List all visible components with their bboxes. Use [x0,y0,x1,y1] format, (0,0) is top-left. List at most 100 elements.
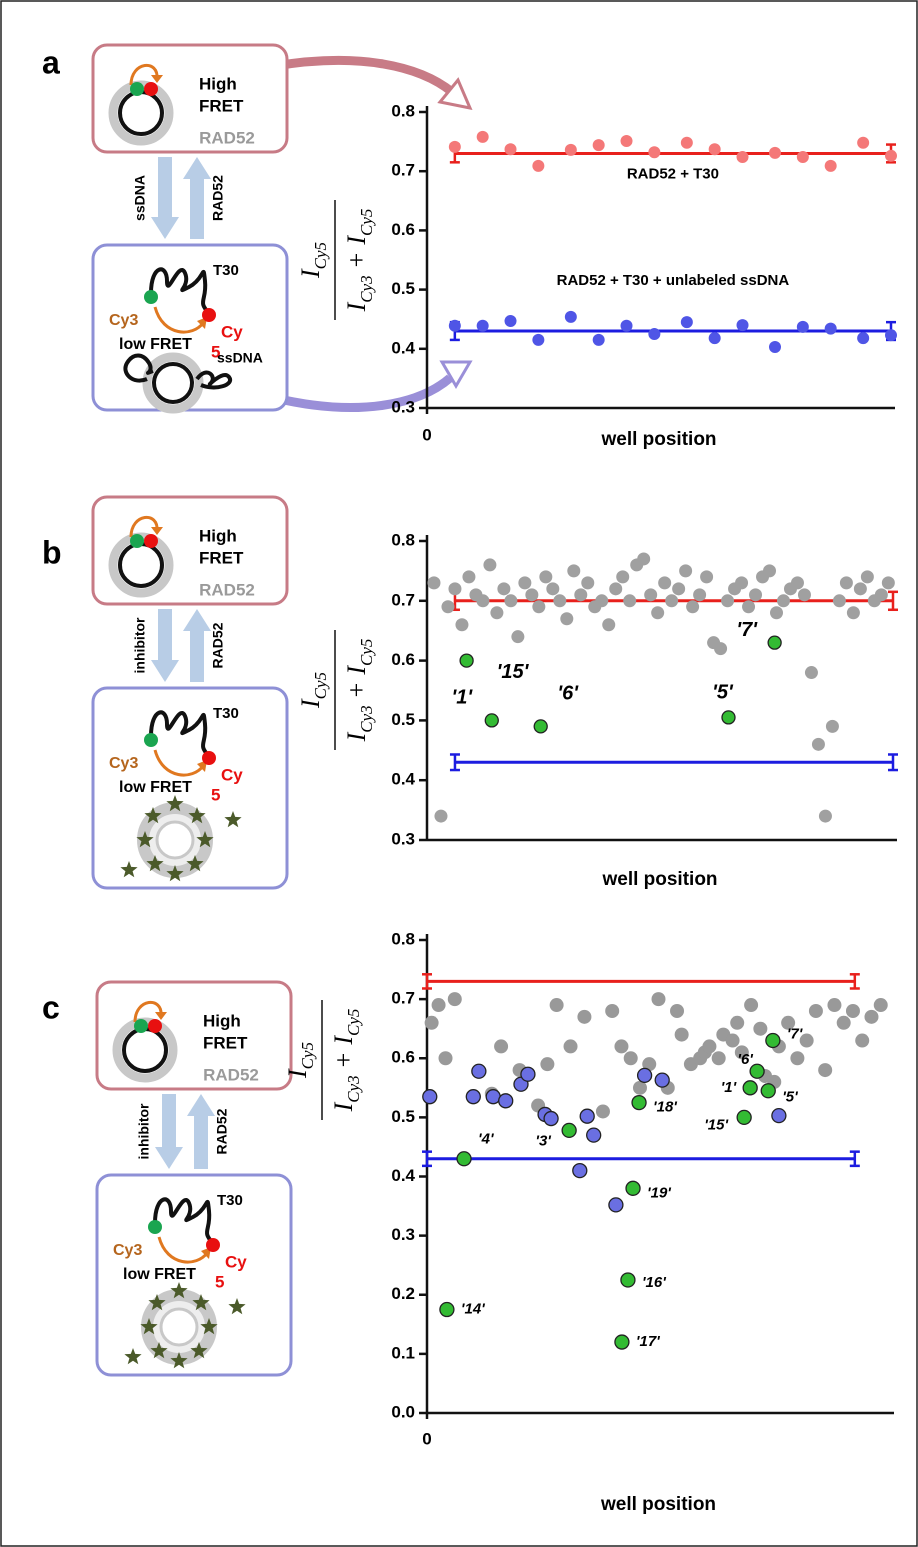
fret-arrowhead [155,1012,167,1020]
y-label-token: I [283,1068,312,1079]
bottom-state: T30 Cy3 Cy5 low FRET [95,1173,293,1377]
data-point [614,1334,630,1350]
state-label: low FRET [119,779,192,796]
donor-dot [130,534,144,548]
data-point [796,320,809,333]
data-point [574,588,588,602]
state-title: High [203,1011,241,1030]
data-point [711,1051,726,1066]
y-label-token: Cy3 [344,1075,363,1102]
point-label: '17' [636,1333,660,1350]
data-point [532,600,546,614]
y-label-part: ICy5 [283,1042,317,1079]
data-point [439,1301,455,1318]
star [186,855,204,872]
data-point [520,1066,536,1082]
data-point [424,1015,439,1030]
fret-arrow [133,1000,163,1023]
data-point [614,1039,629,1054]
acceptor-dot [206,1238,220,1252]
flow-arrows [273,55,473,412]
data-point [771,1107,787,1124]
donor-dot [144,290,158,304]
data-point [873,998,888,1013]
y-label-token: I [329,1101,358,1112]
y-tick-label: 0.4 [391,338,415,357]
y-label-part: ICy5 [296,242,330,279]
y-label-token: Cy3 [357,705,376,732]
data-point [572,1162,588,1179]
panel-label: b [42,534,62,570]
y-label-token: Cy5 [311,242,330,269]
data-point [504,314,517,327]
data-point [609,582,623,596]
point-label: '15' [704,1116,728,1133]
acceptor-dot [202,308,216,322]
star [148,1294,166,1311]
acceptor-dot [202,751,216,765]
data-point [592,333,605,346]
data-point [518,576,532,590]
diagram: High FRET RAD52 ssDNA RAD52 T30 Cy3 Cy5 low FRET… [91,43,289,414]
y-tick-label: 0.7 [391,161,415,180]
y-tick-label: 0.2 [391,1284,415,1303]
data-point [525,588,539,602]
data-point [799,1033,814,1048]
acceptor-dot [148,1019,162,1033]
data-point [721,594,735,608]
arrow-label: RAD52 [214,1108,230,1154]
arrow-up-head [187,1094,215,1116]
data-point [658,576,672,590]
data-point [498,1093,514,1109]
y-tick-label: 0.8 [391,101,415,120]
state-box [91,43,289,154]
star [144,807,162,824]
data-point [680,136,693,149]
point-label: '19' [647,1184,671,1201]
data-point [623,594,637,608]
data-point [602,618,616,632]
star [166,865,184,882]
y-label-part: ICy3+ICy5 [329,1009,363,1113]
point-label: '18' [653,1099,677,1116]
data-point [462,570,476,584]
data-point [637,552,651,566]
y-label-token: I [296,268,325,279]
state-box [91,495,289,606]
x-axis-label: well position [600,429,716,450]
data-point [824,322,837,335]
star [170,1352,188,1369]
bottom-state: T30 Cy3 Cy5 low FRET ssDNA [91,243,289,414]
data-point [644,588,658,602]
data-point [769,146,781,159]
data-point [651,992,666,1007]
reference-label: RAD52 + T30 [627,165,719,182]
point-label: '6' [737,1051,753,1068]
y-label-token: Cy5 [357,639,376,666]
fret-arrowhead [151,527,163,535]
donor-dot [130,82,144,96]
data-point [885,149,897,162]
data-point [736,1109,752,1126]
ring-core [159,1307,199,1347]
data-point [651,606,665,620]
data-point [494,1039,509,1054]
star [170,1282,188,1299]
data-point [532,159,545,172]
data-point [674,1027,689,1042]
star [150,1342,168,1359]
donor-label: Cy3 [109,755,138,772]
state-title: High [199,526,237,545]
data-point [749,588,763,602]
data-point [579,1108,595,1124]
arrow-label: inhibitor [136,1103,152,1160]
state-box [91,243,289,412]
data-point [730,1015,745,1030]
arrow-bottom [273,374,453,412]
data-point [592,139,605,152]
x-axis-label: well position [600,1494,716,1515]
star [224,811,242,828]
data-point [845,1003,860,1018]
data-point [797,588,811,602]
data-point [448,582,462,596]
